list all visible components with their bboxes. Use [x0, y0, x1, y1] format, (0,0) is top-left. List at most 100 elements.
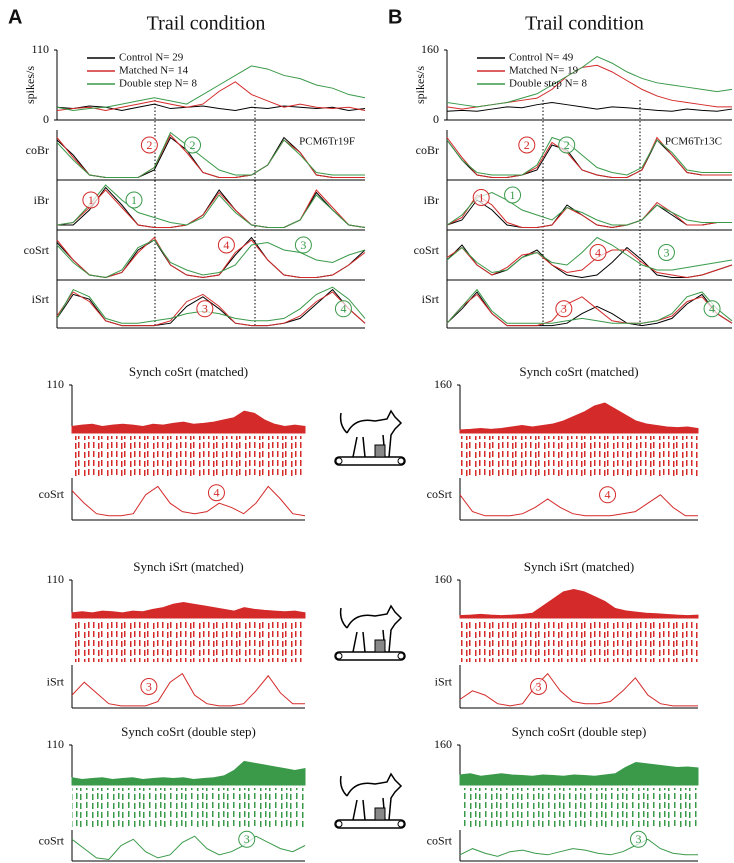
y-tick-label: 0 [433, 112, 439, 126]
legend-label: Matched N= 14 [119, 65, 189, 77]
panel-label: A [8, 6, 22, 28]
annotation: 3 [146, 679, 152, 693]
trace [446, 288, 733, 324]
annotation: 3 [636, 832, 642, 846]
panel-label: B [388, 6, 402, 28]
trace [56, 291, 366, 327]
trace [56, 184, 366, 228]
annotation-circle [125, 191, 143, 209]
legend-label: Matched N= 19 [509, 65, 579, 77]
trace [56, 81, 366, 111]
chart-title: Synch coSrt (matched) [129, 364, 248, 379]
y-tick-label: 110 [46, 572, 64, 586]
annotation: 2 [190, 138, 196, 152]
trace [56, 236, 366, 279]
annotation-circle [207, 484, 225, 502]
row-label: iBr [424, 193, 439, 207]
histogram [71, 760, 306, 786]
row-label: coSrt [39, 487, 65, 501]
raster [72, 621, 305, 662]
annotation: 3 [202, 302, 208, 316]
annotation: 4 [223, 238, 229, 252]
annotation-circle [140, 678, 158, 695]
annotation-circle [196, 300, 214, 318]
annotation: 3 [536, 679, 542, 693]
cat-icon [334, 410, 406, 466]
trace [56, 103, 366, 111]
histogram [71, 601, 306, 619]
annotation: 3 [561, 302, 567, 316]
trace [446, 55, 733, 108]
cell-id: PCM6Tr19F [299, 136, 355, 148]
trace [446, 136, 732, 176]
trace [56, 189, 366, 228]
annotation-circle [530, 678, 548, 695]
trace [71, 485, 306, 517]
annotation: 3 [300, 238, 306, 252]
annotation: 1 [478, 190, 484, 204]
row-label: coSrt [39, 833, 65, 847]
chart-title: Synch coSrt (double step) [512, 724, 647, 739]
trace [56, 236, 366, 279]
row-label: iSrt [32, 292, 50, 306]
row-label: iSrt [435, 674, 453, 688]
histogram [459, 402, 699, 434]
trace [57, 186, 366, 228]
row-label: coSrt [24, 243, 50, 257]
y-tick-label: 0 [43, 112, 49, 126]
trace [446, 199, 732, 229]
annotation: 2 [524, 138, 530, 152]
annotation-circle [657, 244, 675, 261]
annotation-circle [518, 136, 536, 154]
trace [446, 194, 732, 229]
trace [459, 838, 698, 857]
raster [72, 436, 305, 476]
annotation-circle [589, 244, 607, 261]
annotation: 2 [564, 138, 570, 152]
chart-title: Synch iSrt (matched) [133, 559, 243, 574]
trace [459, 494, 698, 517]
annotation: 4 [605, 488, 611, 502]
annotation-circle [599, 486, 617, 504]
trace [446, 136, 732, 178]
y-tick-label: 110 [46, 377, 64, 391]
y-tick-label: 160 [421, 42, 439, 56]
annotation-circle [294, 236, 312, 254]
raster [72, 788, 305, 828]
annotation-circle [555, 300, 573, 318]
raster [460, 621, 698, 662]
row-label: iBr [34, 193, 49, 207]
trace [71, 672, 305, 707]
row-label: coSrt [427, 487, 453, 501]
annotation: 1 [88, 193, 94, 207]
y-tick-label: 160 [434, 572, 452, 586]
annotation-circle [703, 300, 721, 318]
annotation: 4 [213, 485, 219, 499]
y-tick-label: 160 [434, 377, 452, 391]
annotation-circle [630, 830, 647, 848]
annotation: 4 [709, 302, 715, 316]
trace [56, 131, 365, 178]
y-tick-label: 110 [31, 42, 49, 56]
annotation-circle [504, 186, 522, 204]
y-axis-label: spikes/s [413, 66, 427, 104]
cat-icon [334, 773, 406, 829]
trace [459, 672, 698, 707]
annotation-circle [238, 830, 256, 848]
trace [56, 239, 366, 279]
chart-title: Synch coSrt (matched) [519, 364, 638, 379]
legend-label: Control N= 29 [119, 52, 184, 64]
annotation-circle [82, 191, 100, 209]
legend-label: Double step N= 8 [509, 78, 587, 90]
trace [446, 191, 732, 226]
annotation-circle [334, 300, 352, 318]
annotation: 4 [595, 245, 601, 259]
y-tick-label: 110 [46, 737, 64, 751]
annotation: 1 [510, 188, 516, 202]
y-axis-label: spikes/s [23, 66, 37, 104]
annotation-circle [472, 189, 490, 206]
chart-title: Synch iSrt (matched) [524, 559, 634, 574]
annotation-circle [217, 236, 235, 254]
cat-icon [334, 605, 406, 661]
